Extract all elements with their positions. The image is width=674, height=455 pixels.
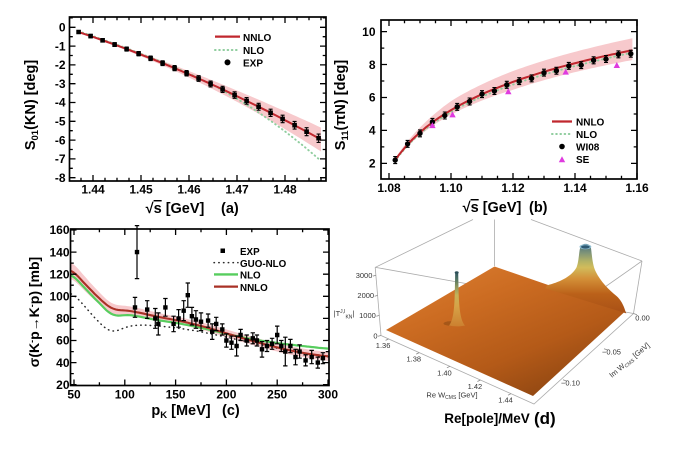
- svg-text:pK [MeV]: pK [MeV]: [151, 403, 210, 421]
- svg-text:1.42: 1.42: [468, 382, 483, 391]
- svg-text:100: 100: [115, 388, 135, 402]
- svg-text:σ(K-p→K-p) [mb]: σ(K-p→K-p) [mb]: [26, 257, 42, 367]
- svg-text:1.47: 1.47: [225, 183, 249, 197]
- svg-text:1.38: 1.38: [406, 355, 421, 364]
- svg-text:1.08: 1.08: [377, 181, 401, 195]
- svg-text:|TJ,IKN|: |TJ,IKN|: [334, 309, 355, 321]
- svg-text:140: 140: [49, 245, 69, 259]
- svg-text:Re WCMS [GeV]: Re WCMS [GeV]: [426, 391, 477, 402]
- svg-text:200: 200: [216, 388, 236, 402]
- svg-text:1000: 1000: [359, 311, 376, 320]
- svg-text:NNLO: NNLO: [240, 283, 268, 294]
- svg-text:NLO: NLO: [243, 46, 264, 57]
- svg-text:-7: -7: [55, 152, 66, 166]
- svg-text:40: 40: [56, 356, 70, 370]
- svg-text:1.46: 1.46: [177, 183, 201, 197]
- svg-text:SE: SE: [576, 155, 590, 166]
- svg-text:250: 250: [267, 388, 287, 402]
- svg-text:6: 6: [369, 91, 376, 105]
- svg-text:10: 10: [362, 25, 376, 39]
- svg-text:120: 120: [49, 267, 69, 281]
- svg-text:1.16: 1.16: [625, 181, 649, 195]
- svg-text:(a): (a): [221, 201, 239, 217]
- svg-text:3000: 3000: [356, 271, 373, 280]
- svg-text:-3: -3: [55, 77, 66, 91]
- svg-text:2: 2: [369, 157, 376, 171]
- svg-text:0: 0: [59, 21, 66, 35]
- svg-text:100: 100: [49, 290, 69, 304]
- svg-text:NNLO: NNLO: [243, 33, 272, 44]
- svg-text:Re[pole]/MeV: Re[pole]/MeV: [444, 411, 530, 426]
- svg-text:(b): (b): [529, 200, 548, 216]
- svg-text:-5: -5: [55, 115, 66, 129]
- svg-text:EXP: EXP: [240, 247, 260, 258]
- svg-text:8: 8: [369, 58, 376, 72]
- svg-text:GUO-NLO: GUO-NLO: [240, 259, 287, 270]
- svg-text:50: 50: [67, 388, 81, 402]
- svg-text:80: 80: [56, 312, 70, 326]
- svg-text:2000: 2000: [357, 291, 374, 300]
- svg-text:0: 0: [373, 331, 377, 340]
- svg-text:S01(KN) [deg]: S01(KN) [deg]: [23, 60, 41, 150]
- svg-text:300: 300: [318, 388, 338, 402]
- svg-text:150: 150: [166, 388, 186, 402]
- svg-text:-8: -8: [55, 171, 66, 185]
- svg-text:−0.10: −0.10: [561, 379, 580, 388]
- svg-text:160: 160: [49, 223, 69, 237]
- svg-text:S11(πN) [deg]: S11(πN) [deg]: [333, 60, 351, 151]
- svg-text:1.12: 1.12: [501, 181, 525, 195]
- svg-text:-6: -6: [55, 133, 66, 147]
- svg-text:1.14: 1.14: [563, 181, 587, 195]
- svg-text:1.48: 1.48: [273, 183, 297, 197]
- svg-text:WI08: WI08: [576, 143, 600, 154]
- svg-text:(c): (c): [222, 403, 240, 419]
- svg-text:NLO: NLO: [240, 271, 261, 282]
- svg-text:0.00: 0.00: [635, 314, 650, 323]
- svg-text:1.44: 1.44: [498, 396, 513, 405]
- svg-text:1.10: 1.10: [439, 181, 463, 195]
- svg-text:(d): (d): [534, 409, 556, 428]
- svg-text:1.44: 1.44: [81, 183, 105, 197]
- svg-text:√s [GeV]: √s [GeV]: [463, 200, 522, 216]
- svg-text:EXP: EXP: [243, 59, 263, 70]
- svg-text:1.36: 1.36: [376, 341, 391, 350]
- svg-text:-4: -4: [55, 96, 66, 110]
- svg-text:1.40: 1.40: [437, 368, 452, 377]
- svg-text:NLO: NLO: [576, 130, 597, 141]
- svg-text:60: 60: [56, 334, 70, 348]
- svg-text:√s [GeV]: √s [GeV]: [146, 201, 205, 217]
- svg-text:-1: -1: [55, 39, 66, 53]
- svg-text:NNLO: NNLO: [576, 118, 605, 129]
- svg-text:-2: -2: [55, 58, 66, 72]
- svg-text:1.45: 1.45: [129, 183, 153, 197]
- svg-text:20: 20: [56, 378, 70, 392]
- svg-text:−0.05: −0.05: [602, 348, 621, 357]
- svg-text:4: 4: [369, 124, 376, 138]
